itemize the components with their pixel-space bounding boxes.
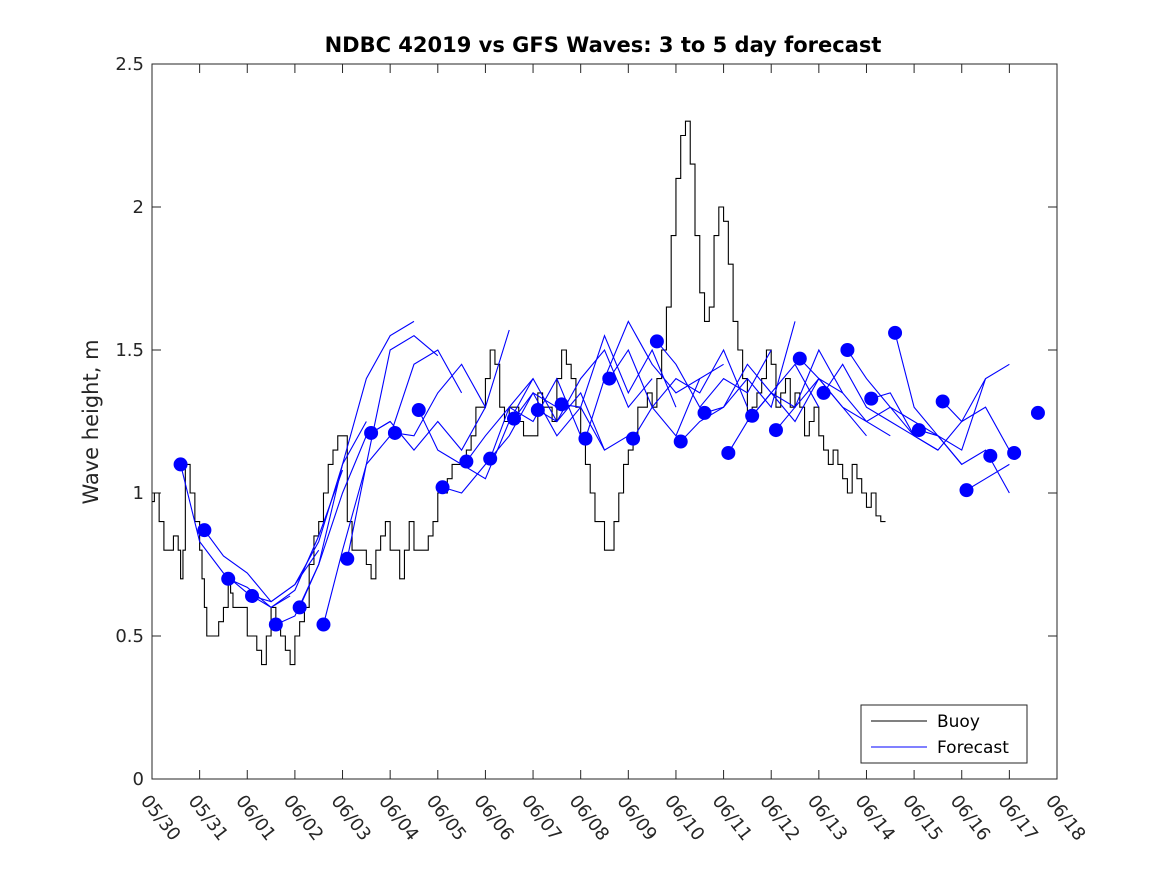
legend: Buoy Forecast [860, 704, 1028, 764]
forecast-series-line [251, 421, 367, 603]
forecast-point [697, 405, 712, 420]
forecast-series-line [561, 334, 677, 408]
x-tick-label: 06/11 [708, 791, 756, 845]
forecast-point [840, 343, 855, 357]
x-tick-label: 06/08 [565, 791, 613, 845]
forecast-point [911, 423, 926, 438]
forecast-series-line [442, 392, 558, 494]
x-tick-label: 06/16 [946, 791, 994, 845]
forecast-series-line [537, 348, 653, 423]
forecast-point [507, 411, 521, 426]
forecast-series-line [799, 358, 915, 437]
forecast-point [221, 571, 236, 586]
x-tick-label: 06/09 [612, 791, 660, 845]
y-tick-label: 1.5 [115, 340, 144, 361]
forecast-point [602, 371, 617, 386]
forecast-point [268, 617, 283, 632]
forecast-point [292, 600, 307, 615]
forecast-series-line [942, 401, 1010, 451]
forecast-series-line [918, 363, 1010, 451]
forecast-series-line [203, 529, 320, 603]
y-tick-label: 0 [133, 769, 144, 790]
forecast-series-line [966, 463, 1010, 491]
x-tick-label: 06/15 [898, 791, 946, 845]
legend-box [860, 704, 1028, 764]
x-tick-label: 06/03 [327, 791, 375, 845]
axes-box [151, 63, 1058, 780]
x-tick-label: 06/02 [279, 791, 327, 845]
forecast-point [411, 403, 426, 418]
forecast-series-line [489, 377, 606, 459]
forecast-series-line [775, 377, 891, 437]
forecast-series-line [704, 363, 820, 414]
forecast-point [864, 391, 879, 406]
forecast-point [316, 617, 331, 632]
forecast-series-line [394, 329, 510, 437]
forecast-point [530, 403, 545, 418]
forecast-series-line [465, 377, 582, 462]
y-axis-label: Wave height, m [79, 339, 103, 504]
forecast-point [364, 425, 379, 440]
forecast-point [935, 394, 950, 409]
x-tick-label: 06/18 [1041, 791, 1089, 845]
forecast-point [745, 408, 760, 423]
x-tick-label: 06/01 [231, 791, 279, 845]
forecast-series-line [727, 348, 844, 454]
y-tick-label: 0.5 [115, 626, 144, 647]
forecast-point [649, 334, 664, 349]
forecast-point [816, 385, 831, 400]
x-tick-label: 05/30 [136, 791, 184, 845]
x-tick-label: 06/05 [422, 791, 470, 845]
forecast-point [578, 431, 593, 446]
forecast-point [483, 451, 498, 466]
x-tick-label: 06/12 [755, 791, 803, 845]
forecast-point [768, 423, 783, 438]
y-tick-label: 1 [133, 483, 144, 504]
forecast-series-line [513, 391, 629, 451]
forecast-series-line [584, 320, 701, 439]
x-tick-label: 06/13 [803, 791, 851, 845]
forecast-point [554, 397, 569, 412]
forecast-series-line [751, 377, 867, 437]
forecast-point [340, 551, 355, 566]
forecast-point [1007, 445, 1022, 460]
x-tick-label: 06/17 [993, 791, 1041, 845]
y-tick-label: 2.5 [115, 54, 144, 75]
forecast-point [245, 588, 260, 603]
forecast-series-line [680, 321, 796, 442]
x-tick-label: 06/14 [851, 791, 899, 845]
forecast-point [1030, 405, 1045, 420]
forecast-series-line [227, 469, 344, 609]
legend-forecast-label: Forecast [937, 738, 1009, 758]
x-tick-label: 06/04 [374, 791, 422, 845]
y-tick-label: 2 [133, 197, 144, 218]
x-tick-label: 06/10 [660, 791, 708, 845]
forecast-series-line [656, 341, 772, 409]
forecast-series-line [871, 378, 987, 451]
forecast-series-line [346, 349, 463, 559]
chart-title: NDBC 42019 vs GFS Waves: 3 to 5 day fore… [325, 33, 882, 57]
x-tick-label: 05/31 [184, 791, 232, 845]
forecast-series-line [608, 348, 724, 437]
forecast-point [721, 445, 736, 460]
forecast-point [626, 431, 641, 446]
forecast-point [792, 351, 807, 366]
forecast-point [197, 523, 212, 538]
plot-area: 00.511.522.505/30 05/31 06/01 06/02 06/03 06/… [115, 54, 1089, 845]
forecast-point [959, 483, 974, 498]
forecast-point [459, 454, 474, 469]
forecast-point [435, 480, 450, 495]
forecast-series-line [322, 335, 439, 625]
forecast-series-line [370, 406, 486, 452]
forecast-point [888, 325, 903, 340]
forecast-point [173, 457, 188, 472]
forecast-series-line [299, 320, 415, 608]
x-tick-label: 06/07 [517, 791, 565, 845]
legend-buoy-label: Buoy [937, 712, 980, 732]
forecast-point [983, 448, 998, 463]
forecast-point [387, 425, 402, 440]
forecast-point [673, 434, 688, 449]
x-tick-label: 06/06 [469, 791, 517, 845]
